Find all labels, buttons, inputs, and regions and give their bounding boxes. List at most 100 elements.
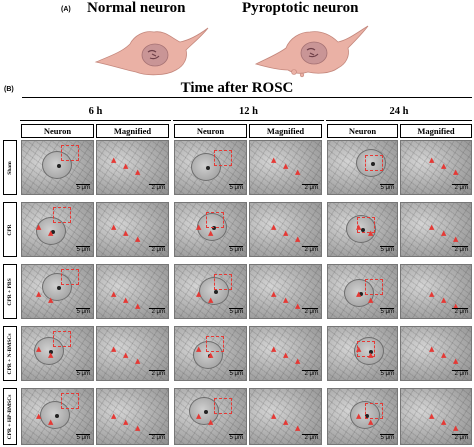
time-label-24h: 24 h [389, 106, 409, 117]
scale-bar-label: 5 μm [380, 371, 394, 377]
magnified-region-box [61, 269, 79, 285]
scale-bar: 5 μm [229, 307, 243, 317]
nucleolus [57, 286, 61, 290]
membrane-pore-arrow-icon: ▲ [48, 418, 54, 426]
scale-bar-line [229, 245, 243, 247]
membrane-pore-arrow-icon: ▲ [123, 296, 129, 304]
scale-bar-label: 5 μm [380, 247, 394, 253]
membrane-pore-arrow-icon: ▲ [441, 229, 447, 237]
scale-bar-label: 5 μm [380, 435, 394, 441]
membrane-pore-arrow-icon: ▲ [441, 296, 447, 304]
col-header-neuron-24h: Neuron [327, 124, 398, 138]
row-label-cpr-pbs-text: CPR + PBS [7, 277, 13, 306]
magnified-region-box [53, 207, 71, 223]
scale-bar-line [302, 433, 318, 435]
membrane-pore-arrow-icon: ▲ [196, 223, 202, 231]
scale-bar: 2 μm [302, 369, 318, 379]
scale-bar-label: 2 μm [151, 247, 165, 253]
membrane-pore-arrow-icon: ▲ [368, 418, 374, 426]
scale-bar-line [76, 307, 90, 309]
scale-bar-line [380, 369, 394, 371]
scale-bar: 5 μm [229, 433, 243, 443]
scale-bar-label: 2 μm [151, 371, 165, 377]
row-label-sham-text: Sham [7, 160, 13, 175]
nucleolus [208, 354, 212, 358]
scale-bar-label: 2 μm [454, 371, 468, 377]
scale-bar-line [302, 183, 318, 185]
scale-bar-label: 5 μm [76, 247, 90, 253]
row-label-sham: Sham [3, 140, 17, 195]
scale-bar-label: 2 μm [454, 185, 468, 191]
magnified-micrograph-cpr-n-bmscs-24h: ▲ ▲ ▲ 2 μm [400, 326, 472, 381]
panel-a-label: (A) [61, 6, 71, 13]
membrane-pore-arrow-icon: ▲ [271, 290, 277, 298]
scale-bar-label: 2 μm [151, 185, 165, 191]
scale-bar-line [149, 183, 165, 185]
membrane-pore-arrow-icon: ▲ [368, 229, 374, 237]
membrane-pore-arrow-icon: ▲ [123, 418, 129, 426]
scale-bar-label: 2 μm [454, 309, 468, 315]
membrane-pore-arrow-icon: ▲ [208, 229, 214, 237]
scale-bar: 2 μm [452, 369, 468, 379]
row-label-cpr-hp-bmscs-text: CPR + HP-BMSCs [7, 394, 13, 439]
pyroptotic-neuron-title: Pyroptotic neuron [242, 0, 359, 16]
scale-bar: 5 μm [380, 433, 394, 443]
time-label-6h: 6 h [88, 106, 103, 117]
membrane-pore-arrow-icon: ▲ [429, 156, 435, 164]
membrane-pore-arrow-icon: ▲ [135, 302, 141, 310]
membrane-pore-arrow-icon: ▲ [429, 223, 435, 231]
magnified-micrograph-cpr-hp-bmscs-12h: ▲ ▲ ▲ 2 μm [249, 388, 322, 445]
col-header-magnified-6h: Magnified [96, 124, 169, 138]
scale-bar-line [229, 369, 243, 371]
scale-bar-label: 5 μm [380, 185, 394, 191]
membrane-pore-arrow-icon: ▲ [111, 223, 117, 231]
membrane-pore-arrow-icon: ▲ [36, 345, 42, 353]
scale-bar-line [452, 433, 468, 435]
panel-b-label: (B) [4, 86, 14, 93]
membrane-pore-arrow-icon: ▲ [283, 296, 289, 304]
membrane-pore-arrow-icon: ▲ [111, 345, 117, 353]
row-label-cpr-n-bmscs: CPR + N-BMSCs [3, 326, 17, 381]
membrane-pore-arrow-icon: ▲ [295, 424, 301, 432]
membrane-pore-arrow-icon: ▲ [36, 412, 42, 420]
magnified-region-box [357, 217, 375, 233]
scale-bar-label: 5 μm [380, 309, 394, 315]
scale-bar: 2 μm [452, 433, 468, 443]
scale-bar-line [302, 245, 318, 247]
membrane-pore-arrow-icon: ▲ [429, 345, 435, 353]
scale-bar: 2 μm [149, 369, 165, 379]
scale-bar-line [380, 183, 394, 185]
membrane-pore-arrow-icon: ▲ [441, 351, 447, 359]
scale-bar-line [229, 183, 243, 185]
membrane-pore-arrow-icon: ▲ [368, 296, 374, 304]
time-label-12h: 12 h [239, 106, 258, 117]
scale-bar: 2 μm [149, 183, 165, 193]
scale-bar-line [380, 245, 394, 247]
scale-bar-label: 2 μm [454, 247, 468, 253]
row-label-cpr: CPR [3, 202, 17, 257]
membrane-pore-arrow-icon: ▲ [135, 424, 141, 432]
scale-bar-label: 2 μm [304, 185, 318, 191]
neuron-micrograph-cpr-pbs-12h: ▲ ▲ 5 μm [174, 264, 247, 319]
scale-bar-label: 5 μm [76, 185, 90, 191]
scale-bar: 2 μm [452, 183, 468, 193]
membrane-pore-arrow-icon: ▲ [208, 418, 214, 426]
membrane-pore-arrow-icon: ▲ [356, 223, 362, 231]
nucleolus [204, 410, 208, 414]
membrane-pore-arrow-icon: ▲ [295, 235, 301, 243]
scale-bar-label: 2 μm [151, 435, 165, 441]
scale-bar: 5 μm [76, 245, 90, 255]
membrane-pore-arrow-icon: ▲ [111, 412, 117, 420]
magnified-region-box [357, 341, 375, 357]
neuron-micrograph-cpr-pbs-6h: ▲ ▲ 5 μm [21, 264, 94, 319]
magnified-micrograph-cpr-pbs-12h: ▲ ▲ ▲ 2 μm [249, 264, 322, 319]
membrane-pore-arrow-icon: ▲ [356, 412, 362, 420]
time-divider-6h [20, 120, 171, 121]
col-header-magnified-24h: Magnified [400, 124, 472, 138]
magnified-region-box [365, 155, 383, 171]
scale-bar-label: 2 μm [151, 309, 165, 315]
scale-bar-line [229, 307, 243, 309]
scale-bar: 5 μm [380, 245, 394, 255]
membrane-pore-arrow-icon: ▲ [111, 156, 117, 164]
magnified-region-box [214, 150, 232, 166]
